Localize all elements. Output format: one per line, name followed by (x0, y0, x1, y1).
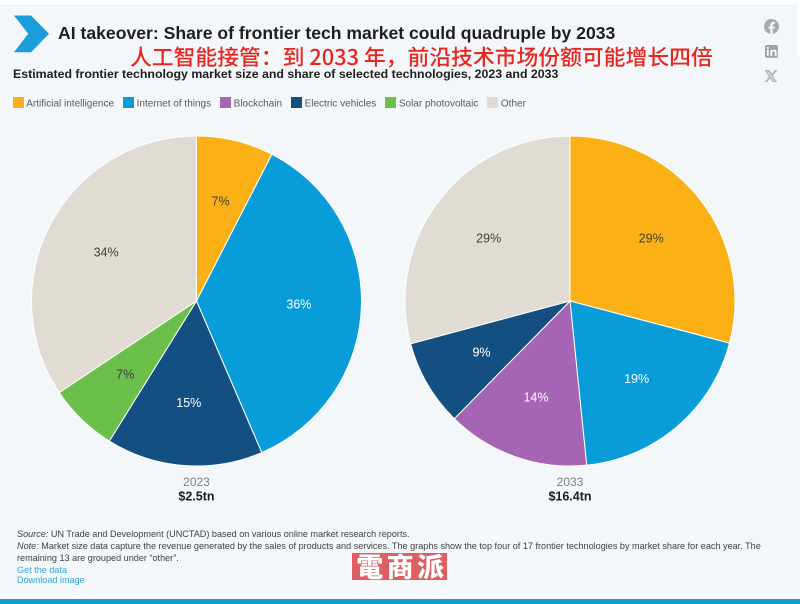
svg-text:7%: 7% (116, 368, 134, 382)
svg-text:19%: 19% (624, 372, 649, 386)
svg-text:9%: 9% (472, 346, 490, 360)
svg-text:$16.4tn: $16.4tn (548, 490, 591, 504)
svg-text:14%: 14% (523, 391, 548, 405)
svg-text:29%: 29% (639, 232, 664, 246)
svg-text:7%: 7% (212, 194, 230, 208)
svg-text:34%: 34% (94, 246, 119, 260)
svg-text:2023: 2023 (183, 475, 210, 489)
svg-text:29%: 29% (476, 232, 501, 246)
svg-text:36%: 36% (286, 298, 311, 312)
svg-text:2033: 2033 (557, 475, 584, 489)
svg-text:15%: 15% (176, 396, 201, 410)
svg-text:$2.5tn: $2.5tn (178, 490, 214, 504)
